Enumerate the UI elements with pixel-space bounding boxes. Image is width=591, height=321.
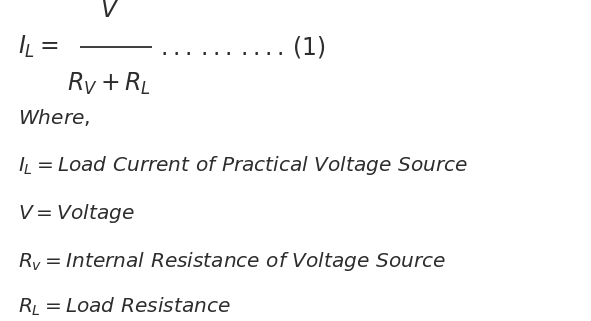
Text: $\mathit{R_v = Internal\ Resistance\ of\ Voltage\ Source}$: $\mathit{R_v = Internal\ Resistance\ of\… (18, 250, 446, 273)
Text: $\mathit{R_L = Load\ Resistance}$: $\mathit{R_L = Load\ Resistance}$ (18, 295, 230, 318)
Text: $\mathit{Where,}$: $\mathit{Where,}$ (18, 107, 90, 128)
Text: $\mathit{V}$: $\mathit{V}$ (99, 0, 119, 22)
Text: $\mathit{I_L = Load\ Current\ of\ Practical\ Voltage\ Source}$: $\mathit{I_L = Load\ Current\ of\ Practi… (18, 154, 468, 177)
Text: $\mathit{...\,...\,....\,(1)}$: $\mathit{...\,...\,....\,(1)}$ (160, 34, 326, 59)
Text: $\mathit{R_V + R_L}$: $\mathit{R_V + R_L}$ (67, 70, 151, 97)
Text: $\mathit{V = Voltage}$: $\mathit{V = Voltage}$ (18, 202, 134, 225)
Text: $\mathit{I_L = }$: $\mathit{I_L = }$ (18, 33, 59, 60)
